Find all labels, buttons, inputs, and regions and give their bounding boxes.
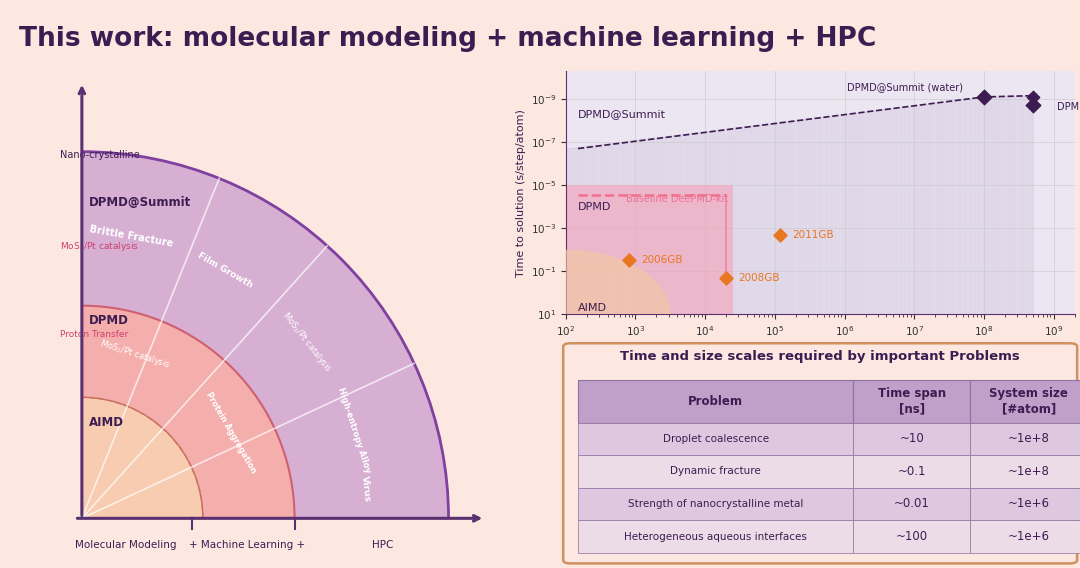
Point (1024, 101, 1041, 110)
FancyBboxPatch shape (970, 379, 1080, 423)
Text: Molecular Modeling: Molecular Modeling (76, 540, 177, 550)
Text: System size
[#atom]: System size [#atom] (989, 387, 1068, 415)
Text: HPC: HPC (372, 540, 393, 550)
Text: DPMD: DPMD (578, 202, 611, 212)
Text: ~10: ~10 (900, 432, 924, 445)
Point (772, 230, 789, 239)
Text: Time span
[ns]: Time span [ns] (878, 387, 946, 415)
Text: AIMD: AIMD (578, 303, 607, 313)
Text: MoS$_2$/Pt catalysis: MoS$_2$/Pt catalysis (98, 337, 172, 372)
FancyBboxPatch shape (970, 488, 1080, 520)
FancyBboxPatch shape (853, 379, 970, 423)
Point (975, 93, 993, 102)
Text: DPMD@Summit (water): DPMD@Summit (water) (847, 82, 963, 92)
FancyBboxPatch shape (853, 488, 970, 520)
Point (717, 273, 734, 282)
Point (1024, 93, 1041, 102)
FancyBboxPatch shape (853, 520, 970, 553)
FancyBboxPatch shape (579, 455, 853, 488)
Point (620, 256, 637, 265)
Text: Film Growth: Film Growth (195, 251, 254, 290)
Text: DPMD: DPMD (90, 314, 130, 327)
Wedge shape (82, 152, 448, 519)
Text: ~1e+8: ~1e+8 (1008, 465, 1050, 478)
FancyBboxPatch shape (853, 423, 970, 455)
Text: Heterogeneous aqueous interfaces: Heterogeneous aqueous interfaces (624, 532, 808, 541)
FancyBboxPatch shape (579, 488, 853, 520)
FancyBboxPatch shape (853, 455, 970, 488)
Text: Dynamic fracture: Dynamic fracture (671, 466, 761, 477)
Text: ~0.01: ~0.01 (894, 498, 930, 511)
Text: ~1e+6: ~1e+6 (1008, 530, 1050, 543)
Text: 2006GB: 2006GB (640, 255, 683, 265)
Text: Droplet coalescence: Droplet coalescence (663, 434, 769, 444)
FancyBboxPatch shape (970, 455, 1080, 488)
FancyBboxPatch shape (970, 423, 1080, 455)
FancyBboxPatch shape (579, 423, 853, 455)
FancyBboxPatch shape (579, 379, 853, 423)
Wedge shape (82, 398, 203, 519)
Polygon shape (566, 185, 733, 314)
Text: Nano-crystalline: Nano-crystalline (59, 151, 139, 160)
Text: DPMD@Summit (copper): DPMD@Summit (copper) (1056, 102, 1080, 112)
Text: ~1e+6: ~1e+6 (1008, 498, 1050, 511)
Y-axis label: Time to solution (s/step/atom): Time to solution (s/step/atom) (516, 108, 526, 277)
Text: Proton Transfer: Proton Transfer (59, 331, 129, 340)
Polygon shape (566, 71, 1075, 314)
Text: + Machine Learning +: + Machine Learning + (189, 540, 305, 550)
Text: This work: molecular modeling + machine learning + HPC: This work: molecular modeling + machine … (19, 26, 877, 52)
FancyBboxPatch shape (579, 520, 853, 553)
Polygon shape (566, 250, 671, 314)
X-axis label: System size (# atoms): System size (# atoms) (753, 342, 888, 355)
Text: ~0.1: ~0.1 (897, 465, 926, 478)
Text: MoS$_2$/Pt catalysis: MoS$_2$/Pt catalysis (280, 309, 335, 375)
Text: AIMD: AIMD (90, 416, 124, 429)
Text: Virus: Virus (361, 475, 373, 502)
Text: ~100: ~100 (895, 530, 928, 543)
Text: Time and size scales required by important Problems: Time and size scales required by importa… (620, 350, 1020, 363)
FancyBboxPatch shape (563, 343, 1077, 563)
Text: 2008GB: 2008GB (739, 273, 780, 283)
Text: Strength of nanocrystalline metal: Strength of nanocrystalline metal (629, 499, 804, 509)
Text: ~1e+8: ~1e+8 (1008, 432, 1050, 445)
Text: DPMD@Summit: DPMD@Summit (578, 109, 666, 119)
Wedge shape (82, 306, 295, 519)
Text: MoS$_2$/Pt catalysis: MoS$_2$/Pt catalysis (59, 240, 139, 253)
Text: 2011GB: 2011GB (793, 229, 834, 240)
Text: Problem: Problem (688, 395, 743, 408)
Text: DPMD@Summit: DPMD@Summit (90, 197, 191, 210)
Text: Protein Aggregation: Protein Aggregation (204, 390, 258, 474)
Text: Brittle Fracture: Brittle Fracture (89, 224, 174, 249)
Text: Baseline DeePMD-kit: Baseline DeePMD-kit (626, 194, 729, 204)
Text: High-entropy Alloy: High-entropy Alloy (336, 386, 372, 474)
FancyBboxPatch shape (970, 520, 1080, 553)
